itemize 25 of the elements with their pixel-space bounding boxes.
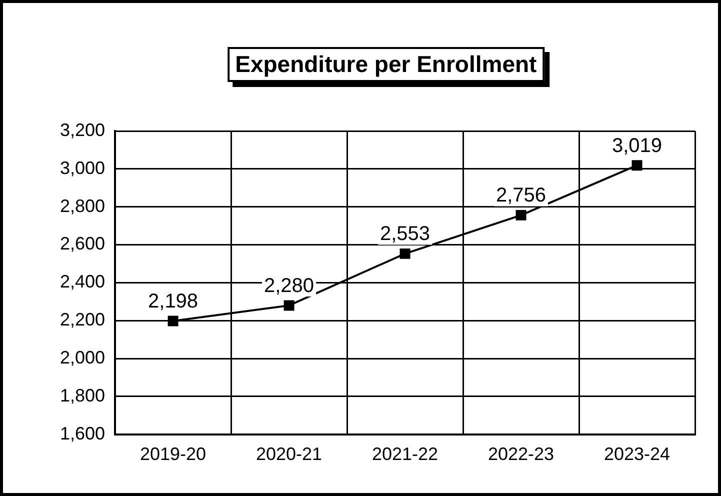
x-tick-label: 2022-23 <box>488 444 554 464</box>
y-tick-label: 3,000 <box>60 158 106 178</box>
point <box>516 210 526 220</box>
y-tick-label: 2,200 <box>60 310 106 330</box>
x-tick-label: 2020-21 <box>256 444 322 464</box>
y-tick-label: 2,600 <box>60 234 106 254</box>
y-tick-label: 2,800 <box>60 196 106 216</box>
data-label: 2,756 <box>496 184 546 207</box>
x-tick-label: 2019-20 <box>140 444 206 464</box>
x-tick-label: 2021-22 <box>372 444 438 464</box>
point <box>168 316 178 326</box>
data-label: 2,553 <box>380 223 430 246</box>
data-label: 2,198 <box>148 290 198 313</box>
x-tick-label: 2023-24 <box>604 444 670 464</box>
point <box>632 160 642 171</box>
chart-title: Expenditure per Enrollment <box>227 47 545 82</box>
point <box>400 248 410 259</box>
data-label: 3,019 <box>612 134 662 157</box>
y-tick-label: 3,200 <box>60 120 106 140</box>
y-tick-label: 2,000 <box>60 348 106 368</box>
point <box>284 300 294 311</box>
y-tick-label: 2,400 <box>60 272 106 292</box>
y-tick-label: 1,800 <box>60 385 106 406</box>
y-tick-label: 1,600 <box>60 423 106 444</box>
data-label: 2,280 <box>264 274 314 297</box>
